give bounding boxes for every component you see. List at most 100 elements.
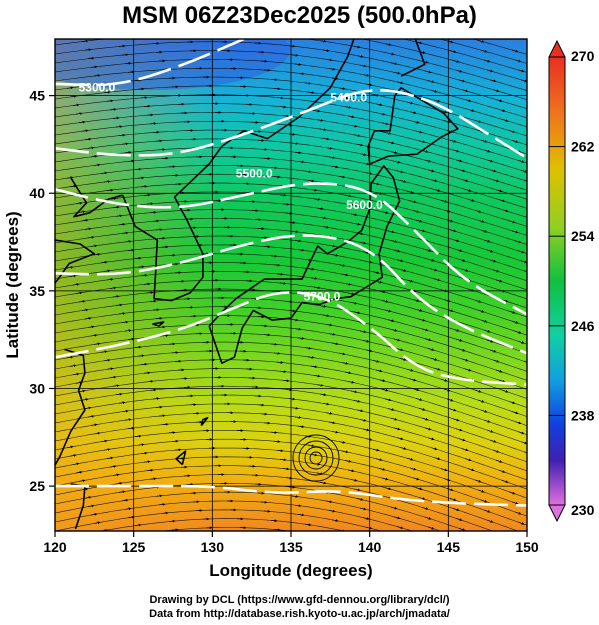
wind-arrow: [134, 434, 142, 438]
wind-arrow: [365, 83, 373, 87]
wind-arrow: [461, 89, 469, 93]
wind-arrow: [424, 70, 432, 74]
wind-arrow: [274, 0, 280, 1]
wind-arrow: [406, 457, 414, 461]
wind-arrow: [121, 409, 129, 413]
wind-arrow: [93, 521, 101, 525]
wind-arrow: [444, 568, 450, 570]
wind-arrow: [407, 547, 413, 549]
wind-arrow: [307, 179, 315, 183]
wind-arrow: [66, 266, 74, 269]
wind-arrow: [384, 398, 392, 402]
wind-arrow: [310, 365, 318, 369]
wind-arrow: [73, 15, 79, 16]
wind-arrow: [396, 437, 404, 440]
wind-arrow: [480, 49, 488, 53]
wind-arrow: [410, 23, 416, 24]
streamline: [55, 377, 527, 445]
wind-arrow: [158, 414, 166, 418]
wind-arrow: [87, 56, 95, 60]
wind-arrow: [412, 388, 420, 392]
wind-arrow: [307, 91, 315, 94]
wind-arrow: [328, 421, 336, 425]
wind-arrow: [362, 162, 370, 166]
wind-arrow: [347, 380, 355, 384]
coastline-segment: [175, 450, 187, 466]
wind-arrow: [461, 268, 469, 272]
wind-arrow: [384, 309, 392, 313]
wind-arrow: [294, 504, 302, 508]
wind-arrow: [325, 323, 333, 327]
coastline-segment: [367, 87, 459, 165]
wind-arrow: [90, 423, 98, 427]
wind-arrow: [409, 467, 417, 471]
wind-arrow: [474, 389, 482, 393]
wind-arrow: [492, 269, 500, 273]
wind-arrow: [270, 342, 278, 346]
wind-arrow: [121, 231, 129, 235]
wind-arrow: [344, 105, 352, 109]
wind-arrow: [127, 337, 135, 341]
wind-arrow: [362, 251, 370, 254]
wind-arrow: [347, 469, 355, 473]
wind-arrow: [112, 205, 120, 209]
wind-arrow: [338, 440, 346, 444]
wind-arrow: [365, 438, 373, 441]
wind-arrow: [69, 95, 77, 98]
wind-arrow: [109, 375, 117, 379]
wind-arrow: [492, 179, 500, 183]
wind-arrow: [158, 503, 166, 506]
wind-arrow: [115, 125, 123, 129]
wind-arrow: [511, 49, 519, 53]
wind-arrow: [359, 241, 367, 245]
wind-arrow: [277, 9, 283, 10]
wind-arrow: [467, 198, 475, 202]
wind-arrow: [514, 330, 522, 334]
wind-arrow: [455, 159, 463, 163]
wind-arrow: [279, 281, 287, 285]
wind-arrow: [90, 244, 98, 248]
coastline-segment: [400, 39, 426, 77]
wind-arrow: [90, 512, 98, 516]
wind-arrow: [396, 259, 404, 263]
wind-arrow: [273, 351, 281, 355]
wind-arrow: [477, 399, 485, 403]
wind-arrow: [430, 89, 438, 93]
wind-arrow: [75, 470, 83, 474]
wind-arrow: [161, 422, 169, 426]
wind-arrow: [523, 451, 527, 454]
wind-arrow: [282, 379, 290, 383]
wind-arrow: [350, 478, 358, 482]
wind-arrow: [283, 27, 289, 28]
x-axis: 120 125 130 135 140 145 150: [43, 531, 539, 555]
wind-arrow: [291, 230, 299, 234]
wind-arrow: [418, 318, 426, 322]
wind-arrow: [109, 286, 117, 290]
wind-arrow: [310, 453, 318, 457]
wind-arrow: [124, 61, 132, 65]
wind-arrow: [461, 448, 469, 452]
wind-arrow: [433, 278, 441, 282]
wind-arrow: [75, 112, 83, 115]
wind-arrow: [322, 314, 330, 317]
streamline: [55, 491, 442, 531]
wind-arrow: [149, 210, 157, 214]
coastline-segment: [200, 417, 209, 427]
streamline: [402, 39, 527, 73]
streamline: [55, 341, 527, 408]
wind-arrow: [359, 418, 367, 422]
wind-arrow: [477, 40, 485, 43]
wind-arrow: [110, 20, 116, 21]
wind-arrow: [365, 526, 373, 530]
x-tick-label: 145: [437, 539, 461, 555]
wind-arrow: [384, 220, 392, 224]
wind-arrow: [492, 449, 500, 453]
wind-arrow: [353, 311, 361, 315]
wind-arrow: [412, 120, 420, 124]
streamline: [55, 288, 527, 354]
height-contour: [55, 234, 527, 355]
wind-arrow: [75, 201, 83, 205]
wind-arrow: [421, 417, 429, 421]
wind-arrow: [502, 571, 508, 573]
wind-arrow: [288, 309, 296, 313]
